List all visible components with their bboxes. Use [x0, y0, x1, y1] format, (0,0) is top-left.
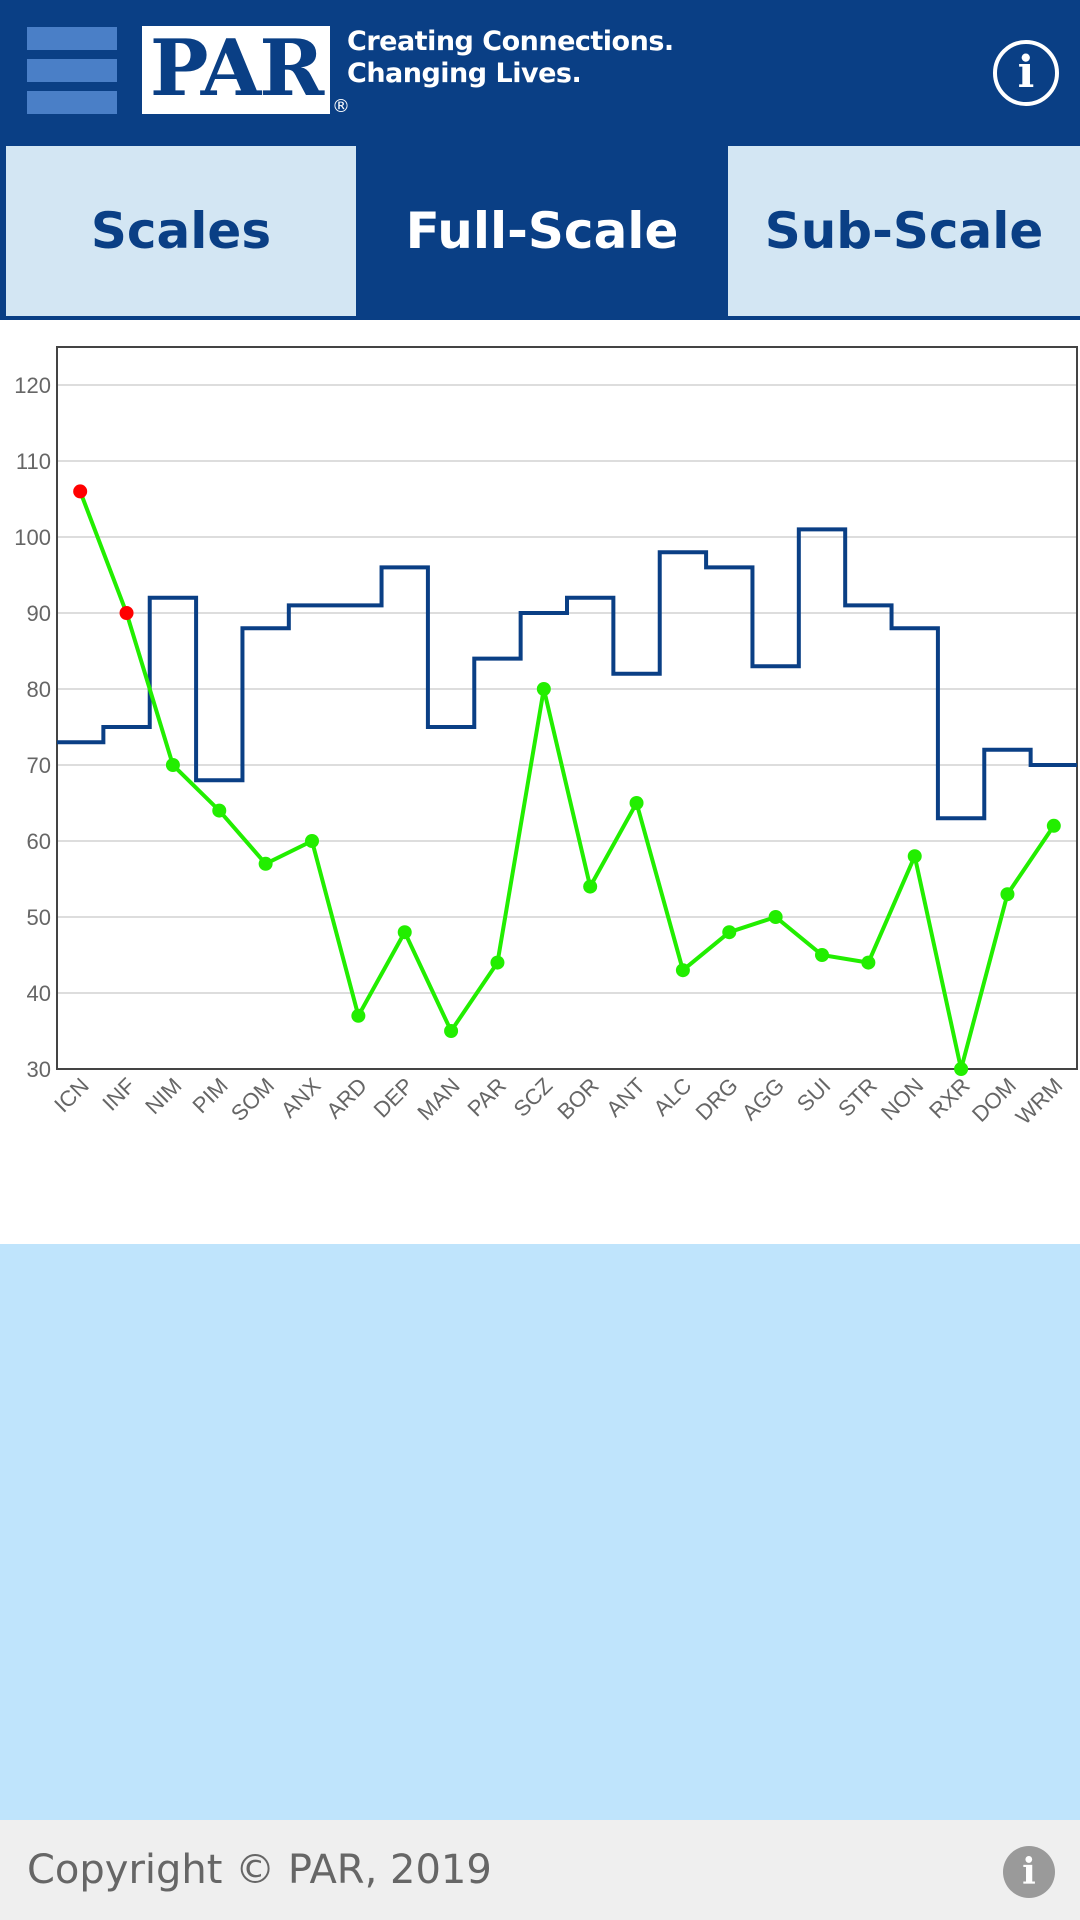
content-panel — [0, 1244, 1080, 1820]
x-tick-label: ALC — [649, 1073, 697, 1121]
tagline-line2: Changing Lives. — [347, 58, 582, 89]
copyright-text: Copyright © PAR, 2019 — [27, 1847, 492, 1893]
y-tick-label: 110 — [16, 449, 51, 474]
series-score-line — [78, 490, 1056, 1070]
data-point — [165, 758, 180, 772]
x-tick-label: BOR — [552, 1073, 603, 1124]
y-tick-label: 30 — [27, 1057, 51, 1082]
x-tick-label: SOM — [226, 1073, 279, 1126]
x-tick-label: DOM — [967, 1073, 1021, 1127]
app-header: PAR ® Creating Connections. Changing Liv… — [0, 0, 1080, 320]
data-point — [675, 963, 690, 978]
x-tick-label: AGG — [737, 1073, 789, 1125]
x-tick-label: NON — [876, 1073, 928, 1125]
x-tick-label: NIM — [140, 1073, 186, 1119]
y-tick-label: 80 — [27, 677, 51, 702]
data-point — [722, 925, 737, 940]
x-tick-label: ICN — [49, 1073, 93, 1117]
data-point — [861, 955, 876, 970]
par-logo: PAR ® — [142, 26, 350, 117]
data-point — [815, 948, 829, 962]
y-tick-label: 120 — [14, 373, 51, 398]
chart-container: 30 40 50 60 70 80 90 100 110 120 ICN INF NIM PIM SOM AN… — [0, 320, 1080, 1244]
x-tick-label: ARD — [321, 1073, 372, 1124]
data-point — [444, 1024, 459, 1038]
data-point — [212, 803, 227, 818]
y-tick-label: 50 — [27, 905, 51, 930]
y-tick-label: 40 — [27, 981, 51, 1006]
data-point — [397, 925, 412, 940]
x-tick-label: INF — [97, 1073, 140, 1116]
y-tick-label: 100 — [14, 525, 51, 550]
logo-text: PAR — [142, 26, 330, 114]
data-point — [1046, 818, 1061, 833]
x-tick-label: DRG — [691, 1073, 743, 1125]
data-point — [351, 1008, 366, 1023]
y-tick-label: 60 — [27, 829, 51, 854]
y-tick-label: 70 — [27, 753, 51, 778]
data-point — [583, 879, 598, 894]
x-tick-label: SCZ — [509, 1073, 558, 1122]
footer-info-icon[interactable]: i — [1003, 1846, 1055, 1898]
data-point — [954, 1062, 969, 1076]
x-tick-label: STR — [833, 1073, 882, 1122]
x-tick-label: RXR — [924, 1073, 975, 1124]
data-point — [490, 955, 505, 970]
y-tick-label: 90 — [27, 601, 51, 626]
hamburger-menu-icon[interactable] — [27, 27, 117, 115]
data-point — [1000, 887, 1015, 902]
footer: Copyright © PAR, 2019 i — [0, 1820, 1080, 1920]
flagged-point — [73, 484, 88, 499]
info-icon[interactable]: i — [993, 40, 1059, 106]
series-step-line — [57, 527, 1077, 821]
data-point — [907, 849, 922, 864]
x-tick-label: PIM — [187, 1073, 232, 1118]
x-tick-label: DEP — [369, 1073, 419, 1123]
plot-area-border — [56, 346, 1078, 1070]
x-tick-label: ANX — [276, 1073, 326, 1123]
data-point — [768, 910, 783, 924]
data-point — [629, 796, 644, 810]
x-tick-label: MAN — [412, 1073, 464, 1125]
tab-scales[interactable]: Scales — [6, 146, 356, 316]
data-point — [258, 856, 273, 871]
registered-mark: ® — [332, 96, 350, 117]
tagline-line1: Creating Connections. — [347, 26, 674, 57]
x-tick-label: ANT — [601, 1073, 650, 1122]
tagline: Creating Connections. Changing Lives. — [347, 26, 674, 90]
tab-sub-scale[interactable]: Sub-Scale — [728, 146, 1080, 316]
x-tick-label: WRM — [1011, 1073, 1068, 1130]
tab-full-scale[interactable]: Full-Scale — [356, 146, 728, 316]
data-point — [305, 834, 319, 848]
x-tick-label: PAR — [462, 1073, 511, 1122]
x-tick-label: SUI — [792, 1073, 836, 1117]
flagged-point — [119, 606, 134, 620]
data-point — [536, 682, 551, 696]
